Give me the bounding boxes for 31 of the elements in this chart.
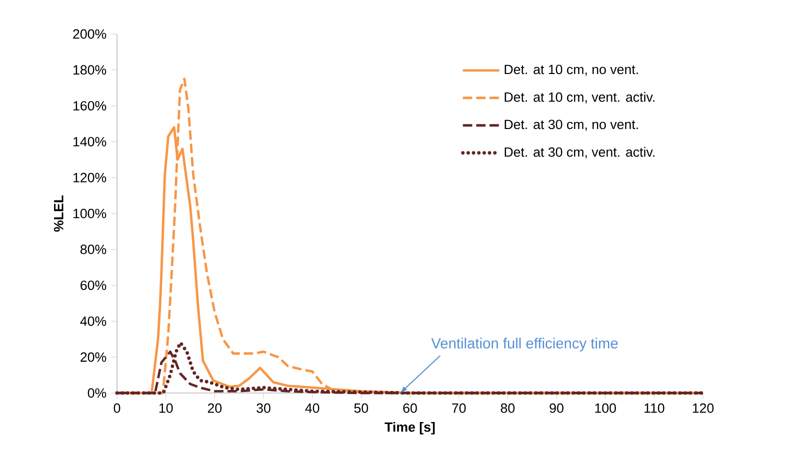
legend-label: Det. at 30 cm, no vent. xyxy=(504,120,638,131)
x-tick-label: 120 xyxy=(692,403,714,413)
x-tick-label: 30 xyxy=(256,403,270,413)
x-axis-title: Time [s] xyxy=(384,422,435,434)
y-tick-label: 0% xyxy=(88,388,106,398)
y-tick-label: 180% xyxy=(74,65,106,75)
legend-label: Det. at 30 cm, vent. activ. xyxy=(504,147,654,158)
x-tick-label: 90 xyxy=(550,403,564,413)
y-axis-title: %LEL xyxy=(54,195,64,232)
y-tick-label: 140% xyxy=(74,136,106,146)
x-tick-label: 10 xyxy=(159,403,173,413)
y-tick-label: 20% xyxy=(80,352,106,362)
y-tick-label: 80% xyxy=(80,244,106,254)
annotation: Ventilation full efficiency time xyxy=(431,338,618,352)
y-tick-label: 120% xyxy=(74,172,106,182)
x-tick-label: 0 xyxy=(114,403,120,413)
y-tick-label: 100% xyxy=(74,208,106,218)
legend-label: Det. at 10 cm, no vent. xyxy=(504,64,638,76)
x-tick-label: 110 xyxy=(644,403,664,413)
x-tick-label: 20 xyxy=(208,403,222,413)
y-tick-label: 60% xyxy=(80,280,106,290)
x-tick-label: 40 xyxy=(305,403,320,413)
y-tick-label: 40% xyxy=(80,316,106,326)
x-tick-label: 50 xyxy=(354,403,368,413)
x-tick-label: 80 xyxy=(500,403,515,413)
y-tick-label: 200% xyxy=(73,29,106,39)
legend-label: Det. at 10 cm, vent. activ. xyxy=(504,92,654,104)
x-tick-label: 70 xyxy=(452,403,466,413)
x-tick-label: 100 xyxy=(595,403,616,413)
x-tick-label: 60 xyxy=(403,403,417,413)
y-tick-label: 160% xyxy=(74,101,106,111)
